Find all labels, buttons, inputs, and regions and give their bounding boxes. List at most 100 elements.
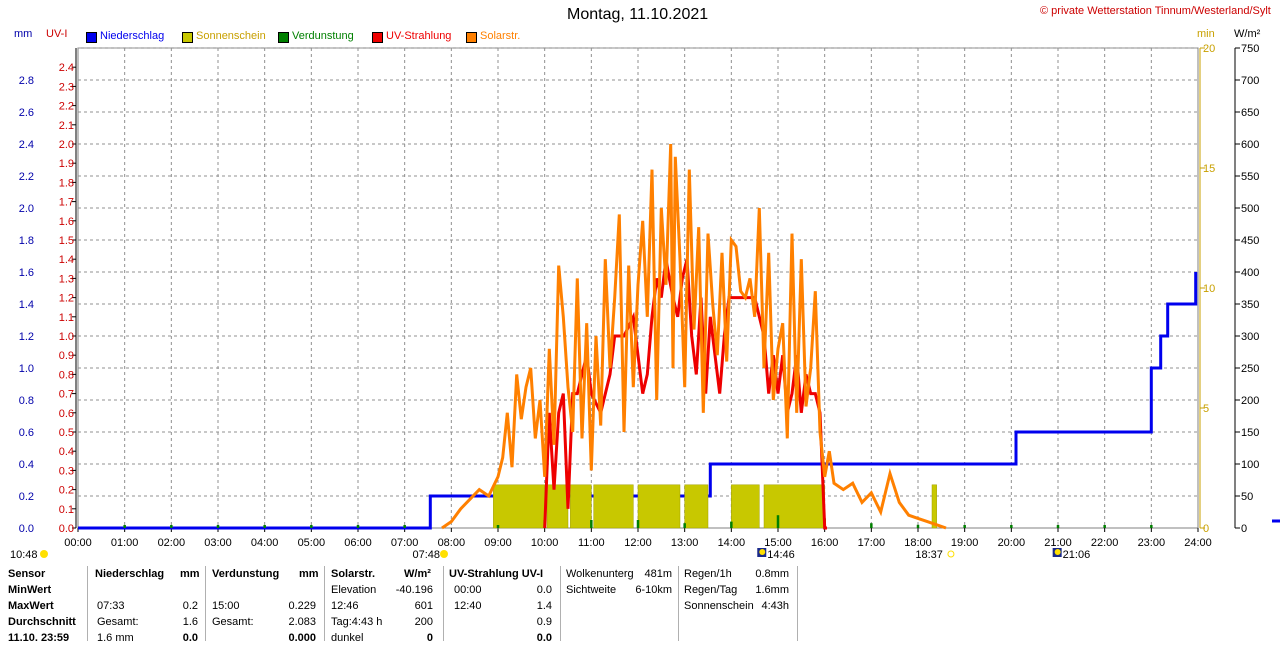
x-tick-label: 16:00 bbox=[811, 537, 839, 549]
rain-info-value: 1.6mm bbox=[755, 584, 789, 596]
visibility-info-value: 6-10km bbox=[635, 584, 672, 596]
rain-info-key: Regen/1h bbox=[684, 568, 732, 580]
x-tick-label: 07:00 bbox=[391, 537, 419, 549]
moon-phase-icon bbox=[1054, 549, 1061, 555]
legend-label: Niederschlag bbox=[100, 30, 165, 42]
mm-tick-label: 1.0 bbox=[19, 363, 34, 375]
mm-tick-label: 2.0 bbox=[19, 203, 34, 215]
verdunstung-time: Gesamt: bbox=[212, 616, 254, 628]
mm-tick-label: 1.6 bbox=[19, 267, 34, 279]
uvi-tick-label: 1.5 bbox=[59, 235, 74, 247]
row-label: MinWert bbox=[8, 584, 52, 596]
mm-tick-label: 1.4 bbox=[19, 299, 34, 311]
solar-time: Tag:4:43 h bbox=[331, 616, 383, 628]
uvi-tick-label: 0.8 bbox=[59, 369, 74, 381]
wm2-tick-label: 650 bbox=[1241, 107, 1259, 119]
uv-value: 1.4 bbox=[536, 600, 552, 612]
x-tick-label: 20:00 bbox=[998, 537, 1026, 549]
uvi-tick-label: 0.3 bbox=[59, 465, 74, 477]
sunshine-bar bbox=[546, 484, 569, 529]
x-tick-label: 06:00 bbox=[344, 537, 372, 549]
verdunstung-value: 0.000 bbox=[288, 632, 316, 644]
solar-value: 0 bbox=[426, 632, 433, 644]
wm2-tick-label: 700 bbox=[1241, 75, 1259, 87]
row-label: 11.10. 23:59 bbox=[8, 632, 70, 644]
uvi-tick-label: 1.9 bbox=[59, 158, 74, 170]
table-header-row: Sensor Niederschlag mm Verdunstung mm So… bbox=[0, 568, 800, 584]
uvi-tick-label: 1.2 bbox=[59, 293, 74, 305]
rain-info-value: 0.8mm bbox=[755, 568, 789, 580]
x-tick-label: 12:00 bbox=[624, 537, 652, 549]
visibility-info-value: 481m bbox=[644, 568, 672, 580]
x-tick-label: 02:00 bbox=[158, 537, 186, 549]
time-marker-label: 07:48 bbox=[412, 549, 440, 561]
niederschlag-time: 1.6 mm bbox=[97, 632, 134, 644]
uvi-tick-label: 1.4 bbox=[59, 254, 74, 266]
niederschlag-time: 07:33 bbox=[97, 600, 125, 612]
min-tick-label: 0 bbox=[1203, 523, 1209, 535]
uvi-tick-label: 0.2 bbox=[59, 485, 74, 497]
col-niederschlag-unit: mm bbox=[180, 568, 200, 580]
table-row: Gesamt: 1.6 Gesamt: 2.083 Tag:4:43 h 200 0.9 bbox=[0, 616, 800, 632]
uvi-tick-label: 1.1 bbox=[59, 312, 74, 324]
x-tick-label: 09:00 bbox=[484, 537, 512, 549]
visibility-info-key: Wolkenunterg bbox=[566, 568, 634, 580]
time-marker-label: 18:37 bbox=[915, 549, 943, 561]
min-tick-label: 5 bbox=[1203, 403, 1209, 415]
x-tick-label: 18:00 bbox=[904, 537, 932, 549]
sunshine-bar bbox=[684, 484, 709, 529]
sunshine-bar bbox=[931, 484, 937, 529]
sunset-icon bbox=[947, 550, 955, 558]
time-marker-label: 10:48 bbox=[10, 549, 38, 561]
sunshine-bar bbox=[593, 484, 634, 529]
uvi-tick-label: 1.8 bbox=[59, 177, 74, 189]
legend-label: UV-Strahlung bbox=[386, 30, 452, 42]
x-tick-label: 15:00 bbox=[764, 537, 792, 549]
weather-chart: 00:00 01:00 02:00 03:00 04:00 05:00 06:00 07:00… bbox=[10, 43, 1280, 561]
chart-title: Montag, 11.10.2021 bbox=[567, 6, 709, 23]
legend-label: Sonnenschein bbox=[196, 30, 266, 42]
table-row: MaxWert 07:33 0.2 15:00 0.229 12:46 601 12:40 1.… bbox=[0, 600, 800, 616]
wm2-tick-label: 150 bbox=[1241, 427, 1259, 439]
solar-value: 200 bbox=[414, 616, 433, 628]
x-tick-label: 05:00 bbox=[298, 537, 326, 549]
sunshine-bar bbox=[570, 484, 592, 529]
uv-value: 0.0 bbox=[536, 632, 552, 644]
col-solar-unit: W/m² bbox=[404, 568, 431, 580]
legend-swatch bbox=[278, 32, 289, 43]
wm2-axis-unit: W/m² bbox=[1234, 28, 1261, 40]
uvi-tick-label: 2.4 bbox=[59, 62, 74, 74]
mm-tick-label: 1.8 bbox=[19, 235, 34, 247]
uvi-tick-label: 2.1 bbox=[59, 120, 74, 132]
uvi-tick-label: 0.1 bbox=[59, 504, 74, 516]
col-sensor: Sensor bbox=[8, 568, 46, 580]
mm-tick-label: 2.8 bbox=[19, 75, 34, 87]
mm-tick-label: 2.2 bbox=[19, 171, 34, 183]
min-tick-label: 20 bbox=[1203, 43, 1215, 55]
legend-swatch bbox=[466, 32, 477, 43]
wm2-tick-label: 600 bbox=[1241, 139, 1259, 151]
solar-value: -40.196 bbox=[395, 584, 433, 596]
sunshine-bar bbox=[763, 484, 825, 529]
x-tick-label: 03:00 bbox=[204, 537, 232, 549]
uvi-tick-label: 0.6 bbox=[59, 408, 74, 420]
wm2-tick-label: 200 bbox=[1241, 395, 1259, 407]
legend-swatch bbox=[372, 32, 383, 43]
niederschlag-value: 0.2 bbox=[182, 600, 198, 612]
wm2-tick-label: 450 bbox=[1241, 235, 1259, 247]
uvi-tick-label: 0.0 bbox=[59, 523, 74, 535]
uvi-tick-label: 1.0 bbox=[59, 331, 74, 343]
min-tick-label: 15 bbox=[1203, 163, 1215, 175]
mm-tick-label: 0.0 bbox=[19, 523, 34, 535]
x-tick-label: 01:00 bbox=[111, 537, 139, 549]
solar-line bbox=[441, 143, 947, 530]
niederschlag-value: 1.6 bbox=[182, 616, 198, 628]
legend-label: Solarstr. bbox=[480, 30, 521, 42]
sun-marker-icon bbox=[40, 550, 48, 558]
mm-tick-label: 0.8 bbox=[19, 395, 34, 407]
x-tick-label: 21:00 bbox=[1044, 537, 1072, 549]
sunshine-bar bbox=[637, 484, 681, 529]
x-tick-label: 11:00 bbox=[578, 537, 605, 549]
x-tick-label: 17:00 bbox=[858, 537, 886, 549]
x-tick-label: 14:00 bbox=[718, 537, 746, 549]
